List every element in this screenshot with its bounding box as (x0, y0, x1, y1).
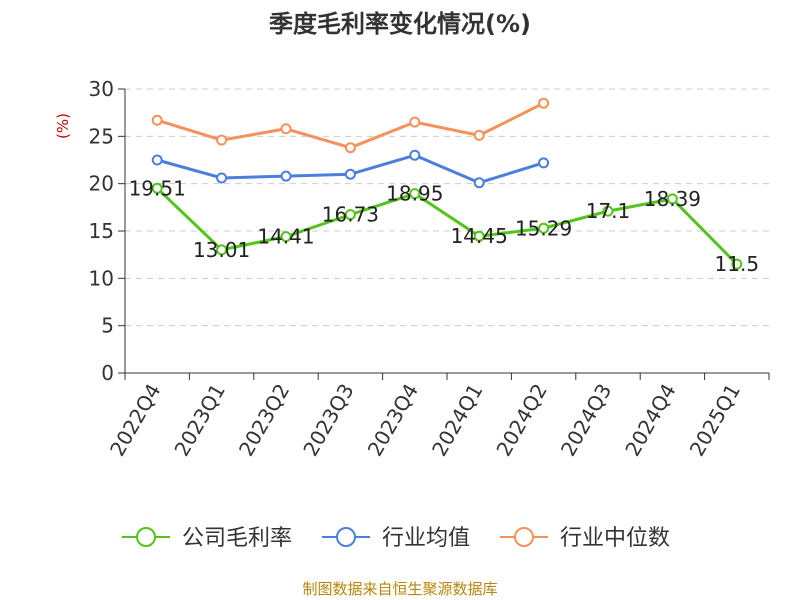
x-tick-label: 2022Q4 (105, 380, 165, 461)
data-point (216, 172, 228, 184)
data-point (151, 182, 163, 194)
x-axis: 2022Q4 2023Q1 2023Q2 2023Q3 2023Q4 2024Q1 2024… (105, 372, 770, 461)
x-tick-label: 2024Q3 (556, 380, 616, 461)
legend-marker (514, 527, 534, 547)
y-tick-label: 5 (101, 314, 114, 338)
data-point (666, 193, 678, 205)
y-tick-label: 20 (89, 172, 114, 196)
data-point (409, 149, 421, 161)
data-point (409, 188, 421, 200)
y-tick-label: 0 (101, 361, 114, 385)
x-tick-label: 2023Q4 (363, 380, 423, 461)
x-tick-label: 2023Q1 (169, 380, 229, 461)
y-axis: 0 5 10 15 20 25 30 (89, 77, 126, 385)
y-tick-label: 25 (89, 124, 114, 148)
y-tick-label: 10 (89, 266, 114, 290)
y-tick-label: 15 (89, 219, 114, 243)
x-tick-label: 2024Q2 (491, 380, 551, 461)
x-tick-label: 2024Q4 (620, 380, 680, 461)
x-tick-label: 2024Q1 (427, 380, 487, 461)
data-point (280, 231, 292, 243)
series-line (156, 187, 738, 266)
y-tick-label: 30 (89, 77, 114, 101)
data-label: 11.5 (715, 252, 760, 276)
chart-title: 季度毛利率变化情况(%) (269, 10, 531, 38)
data-point (280, 170, 292, 182)
data-labels: 19.51 13.01 14.41 16.73 18.95 14.45 15.29 17.1 1… (129, 176, 759, 276)
legend-marker (336, 527, 356, 547)
data-label: 14.41 (257, 225, 314, 249)
legend-label: 行业中位数 (560, 526, 670, 551)
data-label: 18.95 (386, 182, 443, 206)
legend-label: 公司毛利率 (182, 526, 292, 551)
data-label: 16.73 (322, 203, 379, 227)
grid-lines (125, 88, 769, 327)
x-tick-label: 2023Q3 (298, 380, 358, 461)
data-point (602, 205, 614, 217)
data-label: 13.01 (193, 238, 250, 262)
legend-marker (136, 527, 156, 547)
data-label: 18.39 (644, 187, 701, 211)
data-label: 15.29 (515, 216, 572, 240)
legend: 公司毛利率 行业均值 行业中位数 (122, 526, 670, 551)
data-label: 17.1 (586, 199, 631, 223)
data-point (344, 168, 356, 180)
source-note: 制图数据来自恒生聚源数据库 (302, 580, 497, 598)
data-point (731, 258, 743, 270)
x-tick-label: 2023Q2 (234, 380, 294, 461)
data-point (473, 230, 485, 242)
series-line (156, 101, 545, 150)
data-point (344, 209, 356, 221)
data-point (151, 114, 163, 126)
data-point (473, 129, 485, 141)
y-axis-unit: (%) (54, 113, 72, 139)
data-point (280, 123, 292, 135)
data-point (473, 177, 485, 189)
data-point (216, 244, 228, 256)
x-tick-label: 2025Q1 (685, 380, 745, 461)
data-point (538, 97, 550, 109)
data-label: 14.45 (451, 224, 508, 248)
data-point (216, 134, 228, 146)
legend-label: 行业均值 (382, 526, 470, 551)
data-point (344, 142, 356, 154)
series-lines (151, 97, 743, 270)
data-point (538, 222, 550, 234)
data-label: 19.51 (129, 176, 186, 200)
data-point (538, 157, 550, 169)
data-point (409, 116, 421, 128)
data-point (151, 154, 163, 166)
